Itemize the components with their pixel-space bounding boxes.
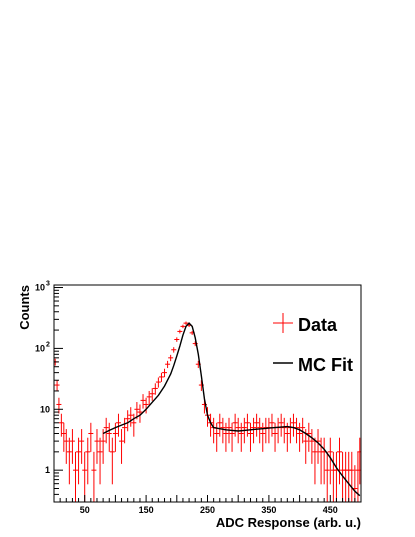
data-point bbox=[119, 429, 125, 464]
legend: Data MC Fit bbox=[273, 313, 353, 375]
data-point bbox=[69, 429, 75, 464]
data-point bbox=[327, 437, 333, 485]
fit-layer bbox=[102, 322, 361, 497]
data-point bbox=[94, 429, 100, 464]
data-point bbox=[232, 413, 238, 437]
data-point bbox=[91, 451, 97, 502]
data-point bbox=[229, 422, 235, 452]
data-point bbox=[180, 324, 186, 329]
data-point bbox=[140, 394, 146, 409]
data-point bbox=[217, 413, 223, 437]
data-point bbox=[260, 422, 266, 452]
data-point bbox=[128, 407, 134, 427]
y-axis-title: Counts bbox=[17, 285, 32, 330]
data-point bbox=[244, 413, 250, 437]
x-axis: 50 150 250 350 450 bbox=[59, 495, 356, 515]
data-point bbox=[85, 437, 91, 485]
data-point bbox=[238, 422, 244, 452]
x-tick-label: 350 bbox=[261, 505, 276, 515]
data-point bbox=[284, 422, 290, 452]
data-point bbox=[177, 329, 183, 334]
data-point bbox=[82, 451, 88, 502]
data-point bbox=[143, 397, 149, 414]
data-point bbox=[220, 417, 226, 444]
y-tick-label: 10 bbox=[35, 343, 45, 353]
data-point bbox=[109, 437, 115, 485]
data-point bbox=[149, 388, 155, 401]
data-point bbox=[146, 390, 152, 405]
data-point bbox=[269, 413, 275, 437]
data-point bbox=[72, 451, 78, 502]
data-point bbox=[278, 413, 284, 437]
x-axis-title: ADC Response (arb. u.) bbox=[216, 515, 361, 530]
data-point bbox=[56, 397, 62, 414]
data-point bbox=[357, 437, 361, 485]
data-point bbox=[174, 337, 180, 342]
data-point bbox=[165, 360, 171, 369]
data-point bbox=[137, 404, 143, 423]
data-point bbox=[183, 321, 189, 325]
data-point bbox=[324, 451, 330, 502]
data-point bbox=[158, 372, 164, 382]
data-point bbox=[171, 347, 177, 353]
data-point bbox=[290, 413, 296, 437]
data-point bbox=[312, 437, 318, 485]
data-point bbox=[257, 417, 263, 444]
x-tick-label: 50 bbox=[80, 505, 90, 515]
data-point bbox=[63, 429, 69, 464]
data-point bbox=[223, 422, 229, 452]
data-point bbox=[306, 422, 312, 452]
data-point bbox=[162, 368, 168, 378]
y-tick-label: 10 bbox=[40, 404, 50, 414]
x-tick-label: 450 bbox=[323, 505, 338, 515]
data-point bbox=[155, 377, 161, 388]
data-point bbox=[251, 417, 257, 444]
data-point bbox=[152, 383, 158, 395]
data-point bbox=[100, 429, 106, 464]
data-point bbox=[115, 413, 121, 437]
data-point bbox=[247, 422, 253, 452]
data-point bbox=[303, 429, 309, 464]
data-point bbox=[106, 422, 112, 452]
data-point bbox=[168, 354, 174, 362]
mc-fit-line bbox=[102, 322, 361, 497]
y-tick-exponent: 2 bbox=[46, 341, 50, 348]
data-point bbox=[300, 417, 306, 444]
y-tick-label: 10 bbox=[35, 283, 45, 293]
data-point bbox=[254, 413, 260, 437]
data-point bbox=[122, 417, 128, 444]
data-point bbox=[97, 437, 103, 485]
legend-label-data: Data bbox=[298, 315, 338, 335]
data-point bbox=[61, 422, 67, 452]
data-point bbox=[131, 413, 137, 437]
y-tick-exponent: 3 bbox=[46, 281, 50, 288]
legend-data-marker bbox=[273, 313, 293, 333]
data-point bbox=[79, 429, 85, 464]
data-point bbox=[66, 437, 72, 485]
data-point bbox=[309, 429, 315, 464]
data-point bbox=[76, 437, 82, 485]
data-point bbox=[103, 417, 109, 444]
data-point bbox=[88, 422, 94, 452]
y-tick-label: 1 bbox=[45, 465, 50, 475]
x-tick-label: 150 bbox=[139, 505, 154, 515]
data-layer bbox=[54, 321, 361, 502]
data-point bbox=[58, 413, 64, 437]
data-point bbox=[54, 380, 60, 391]
data-point bbox=[337, 437, 343, 485]
legend-label-mc-fit: MC Fit bbox=[298, 355, 353, 375]
data-point bbox=[125, 410, 131, 432]
data-point bbox=[349, 451, 355, 502]
x-tick-label: 250 bbox=[200, 505, 215, 515]
data-point bbox=[297, 422, 303, 452]
